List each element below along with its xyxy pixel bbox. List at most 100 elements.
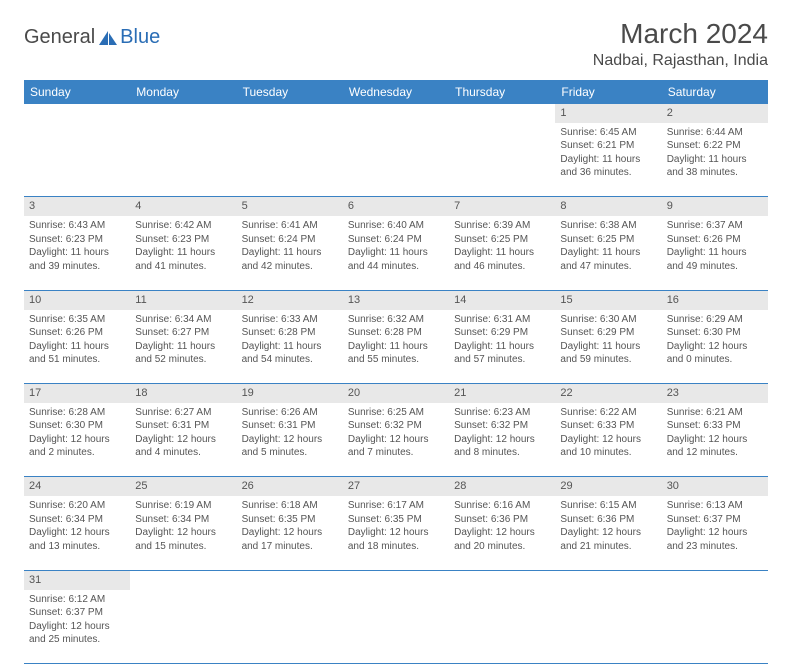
sunset-text: Sunset: 6:28 PM — [348, 326, 444, 340]
sunrise-text: Sunrise: 6:33 AM — [242, 313, 338, 327]
sunset-text: Sunset: 6:21 PM — [560, 139, 656, 153]
day-detail-cell: Sunrise: 6:35 AMSunset: 6:26 PMDaylight:… — [24, 310, 130, 384]
daylight-text: Daylight: 12 hours and 13 minutes. — [29, 526, 125, 553]
day-number-cell: 30 — [662, 477, 768, 496]
sunrise-text: Sunrise: 6:30 AM — [560, 313, 656, 327]
logo-text-general: General — [24, 26, 95, 49]
day-number-cell — [130, 104, 236, 123]
day-number-cell: 17 — [24, 384, 130, 403]
day-number-cell: 20 — [343, 384, 449, 403]
daylight-text: Daylight: 12 hours and 12 minutes. — [667, 433, 763, 460]
day-detail-cell: Sunrise: 6:27 AMSunset: 6:31 PMDaylight:… — [130, 403, 236, 477]
daylight-text: Daylight: 11 hours and 41 minutes. — [135, 246, 231, 273]
day-detail-cell: Sunrise: 6:17 AMSunset: 6:35 PMDaylight:… — [343, 496, 449, 570]
sunrise-text: Sunrise: 6:15 AM — [560, 499, 656, 513]
daylight-text: Daylight: 12 hours and 21 minutes. — [560, 526, 656, 553]
day-number-cell: 3 — [24, 197, 130, 216]
sunset-text: Sunset: 6:28 PM — [242, 326, 338, 340]
day-detail-cell: Sunrise: 6:30 AMSunset: 6:29 PMDaylight:… — [555, 310, 661, 384]
day-detail-cell: Sunrise: 6:12 AMSunset: 6:37 PMDaylight:… — [24, 590, 130, 664]
calendar-head: SundayMondayTuesdayWednesdayThursdayFrid… — [24, 80, 768, 104]
sunrise-text: Sunrise: 6:43 AM — [29, 219, 125, 233]
daylight-text: Daylight: 11 hours and 39 minutes. — [29, 246, 125, 273]
daylight-text: Daylight: 12 hours and 15 minutes. — [135, 526, 231, 553]
daylight-text: Daylight: 12 hours and 20 minutes. — [454, 526, 550, 553]
day-number-row: 24252627282930 — [24, 477, 768, 496]
day-number-cell — [24, 104, 130, 123]
sunrise-text: Sunrise: 6:21 AM — [667, 406, 763, 420]
location-text: Nadbai, Rajasthan, India — [593, 52, 768, 70]
sunset-text: Sunset: 6:24 PM — [348, 233, 444, 247]
day-detail-cell: Sunrise: 6:23 AMSunset: 6:32 PMDaylight:… — [449, 403, 555, 477]
sunset-text: Sunset: 6:23 PM — [135, 233, 231, 247]
day-detail-cell — [130, 590, 236, 664]
day-number-cell: 1 — [555, 104, 661, 123]
day-number-cell: 11 — [130, 290, 236, 309]
day-number-cell: 28 — [449, 477, 555, 496]
day-number-cell — [237, 104, 343, 123]
daylight-text: Daylight: 11 hours and 51 minutes. — [29, 340, 125, 367]
day-number-cell: 15 — [555, 290, 661, 309]
daylight-text: Daylight: 11 hours and 59 minutes. — [560, 340, 656, 367]
day-detail-cell: Sunrise: 6:21 AMSunset: 6:33 PMDaylight:… — [662, 403, 768, 477]
day-number-cell: 26 — [237, 477, 343, 496]
day-number-cell: 4 — [130, 197, 236, 216]
sunrise-text: Sunrise: 6:40 AM — [348, 219, 444, 233]
sunset-text: Sunset: 6:25 PM — [454, 233, 550, 247]
weekday-header: Monday — [130, 80, 236, 104]
sunset-text: Sunset: 6:36 PM — [454, 513, 550, 527]
day-detail-cell — [343, 123, 449, 197]
sunrise-text: Sunrise: 6:26 AM — [242, 406, 338, 420]
day-number-cell: 13 — [343, 290, 449, 309]
day-number-cell: 7 — [449, 197, 555, 216]
sunrise-text: Sunrise: 6:16 AM — [454, 499, 550, 513]
day-detail-cell — [662, 590, 768, 664]
title-block: March 2024 Nadbai, Rajasthan, India — [593, 18, 768, 70]
sunset-text: Sunset: 6:33 PM — [560, 419, 656, 433]
day-detail-cell: Sunrise: 6:32 AMSunset: 6:28 PMDaylight:… — [343, 310, 449, 384]
sunrise-text: Sunrise: 6:23 AM — [454, 406, 550, 420]
daylight-text: Daylight: 11 hours and 54 minutes. — [242, 340, 338, 367]
weekday-header: Saturday — [662, 80, 768, 104]
day-number-cell — [343, 570, 449, 589]
sunrise-text: Sunrise: 6:28 AM — [29, 406, 125, 420]
daylight-text: Daylight: 12 hours and 10 minutes. — [560, 433, 656, 460]
daylight-text: Daylight: 12 hours and 23 minutes. — [667, 526, 763, 553]
day-number-cell: 24 — [24, 477, 130, 496]
sunset-text: Sunset: 6:34 PM — [29, 513, 125, 527]
day-number-cell: 2 — [662, 104, 768, 123]
day-number-cell — [237, 570, 343, 589]
day-number-cell: 29 — [555, 477, 661, 496]
day-detail-row: Sunrise: 6:20 AMSunset: 6:34 PMDaylight:… — [24, 496, 768, 570]
sunset-text: Sunset: 6:25 PM — [560, 233, 656, 247]
day-number-row: 17181920212223 — [24, 384, 768, 403]
day-number-row: 31 — [24, 570, 768, 589]
day-number-cell: 14 — [449, 290, 555, 309]
day-detail-cell: Sunrise: 6:15 AMSunset: 6:36 PMDaylight:… — [555, 496, 661, 570]
day-number-row: 12 — [24, 104, 768, 123]
day-detail-cell: Sunrise: 6:31 AMSunset: 6:29 PMDaylight:… — [449, 310, 555, 384]
sail-icon — [98, 30, 118, 46]
sunset-text: Sunset: 6:31 PM — [135, 419, 231, 433]
sunset-text: Sunset: 6:32 PM — [454, 419, 550, 433]
day-detail-cell: Sunrise: 6:41 AMSunset: 6:24 PMDaylight:… — [237, 216, 343, 290]
month-title: March 2024 — [593, 18, 768, 50]
daylight-text: Daylight: 11 hours and 49 minutes. — [667, 246, 763, 273]
sunset-text: Sunset: 6:27 PM — [135, 326, 231, 340]
day-number-cell: 19 — [237, 384, 343, 403]
day-detail-cell: Sunrise: 6:42 AMSunset: 6:23 PMDaylight:… — [130, 216, 236, 290]
sunrise-text: Sunrise: 6:35 AM — [29, 313, 125, 327]
daylight-text: Daylight: 11 hours and 57 minutes. — [454, 340, 550, 367]
daylight-text: Daylight: 11 hours and 46 minutes. — [454, 246, 550, 273]
daylight-text: Daylight: 12 hours and 0 minutes. — [667, 340, 763, 367]
sunrise-text: Sunrise: 6:13 AM — [667, 499, 763, 513]
day-detail-cell — [449, 123, 555, 197]
day-number-cell — [343, 104, 449, 123]
sunrise-text: Sunrise: 6:44 AM — [667, 126, 763, 140]
sunrise-text: Sunrise: 6:25 AM — [348, 406, 444, 420]
sunset-text: Sunset: 6:35 PM — [348, 513, 444, 527]
daylight-text: Daylight: 11 hours and 47 minutes. — [560, 246, 656, 273]
day-number-row: 10111213141516 — [24, 290, 768, 309]
sunrise-text: Sunrise: 6:37 AM — [667, 219, 763, 233]
sunset-text: Sunset: 6:36 PM — [560, 513, 656, 527]
